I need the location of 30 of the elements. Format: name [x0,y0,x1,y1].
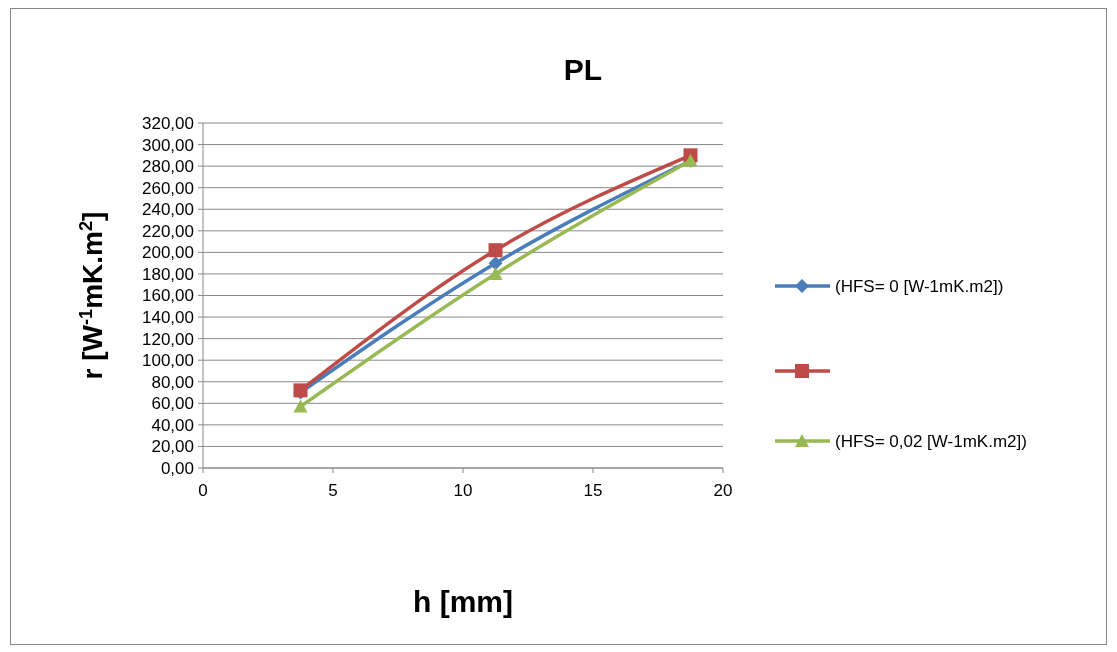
y-tick-label: 0,00 [160,458,194,478]
y-tick-label: 100,00 [142,351,194,371]
y-tick-label: 260,00 [142,178,194,198]
x-tick-label: 20 [713,481,733,500]
point [293,399,308,413]
x-axis-title: h [mm] [413,585,513,618]
y-tick-label: 40,00 [151,415,194,435]
y-tick-label: 140,00 [142,308,194,328]
y-tick-label: 80,00 [151,372,194,392]
y-tick-label: 180,00 [142,264,194,284]
chart-title: PL [563,53,603,86]
point [488,243,503,258]
y-tick-label: 60,00 [151,394,194,414]
x-tick-label: 10 [453,481,473,500]
x-tick-label: 15 [583,481,603,500]
y-tick-label: 120,00 [142,329,194,349]
y-tick-label: 200,00 [142,243,194,263]
x-tick-label: 0 [198,481,208,500]
x-tick-label: 5 [328,481,338,500]
y-tick-label: 300,00 [142,135,194,155]
y-tick-label: 220,00 [142,221,194,241]
y-tick-label: 320,00 [142,113,194,133]
y-tick-label: 280,00 [142,157,194,177]
y-tick-label: 160,00 [142,286,194,306]
point [488,256,503,271]
legend-label: (HFS= 0 [W-1mK.m2]) [835,276,1004,296]
y-tick-label: 20,00 [151,437,194,457]
legend-label: (HFS= 0,02 [W-1mK.m2]) [835,431,1027,451]
point [488,266,503,280]
y-tick-label: 240,00 [142,200,194,220]
